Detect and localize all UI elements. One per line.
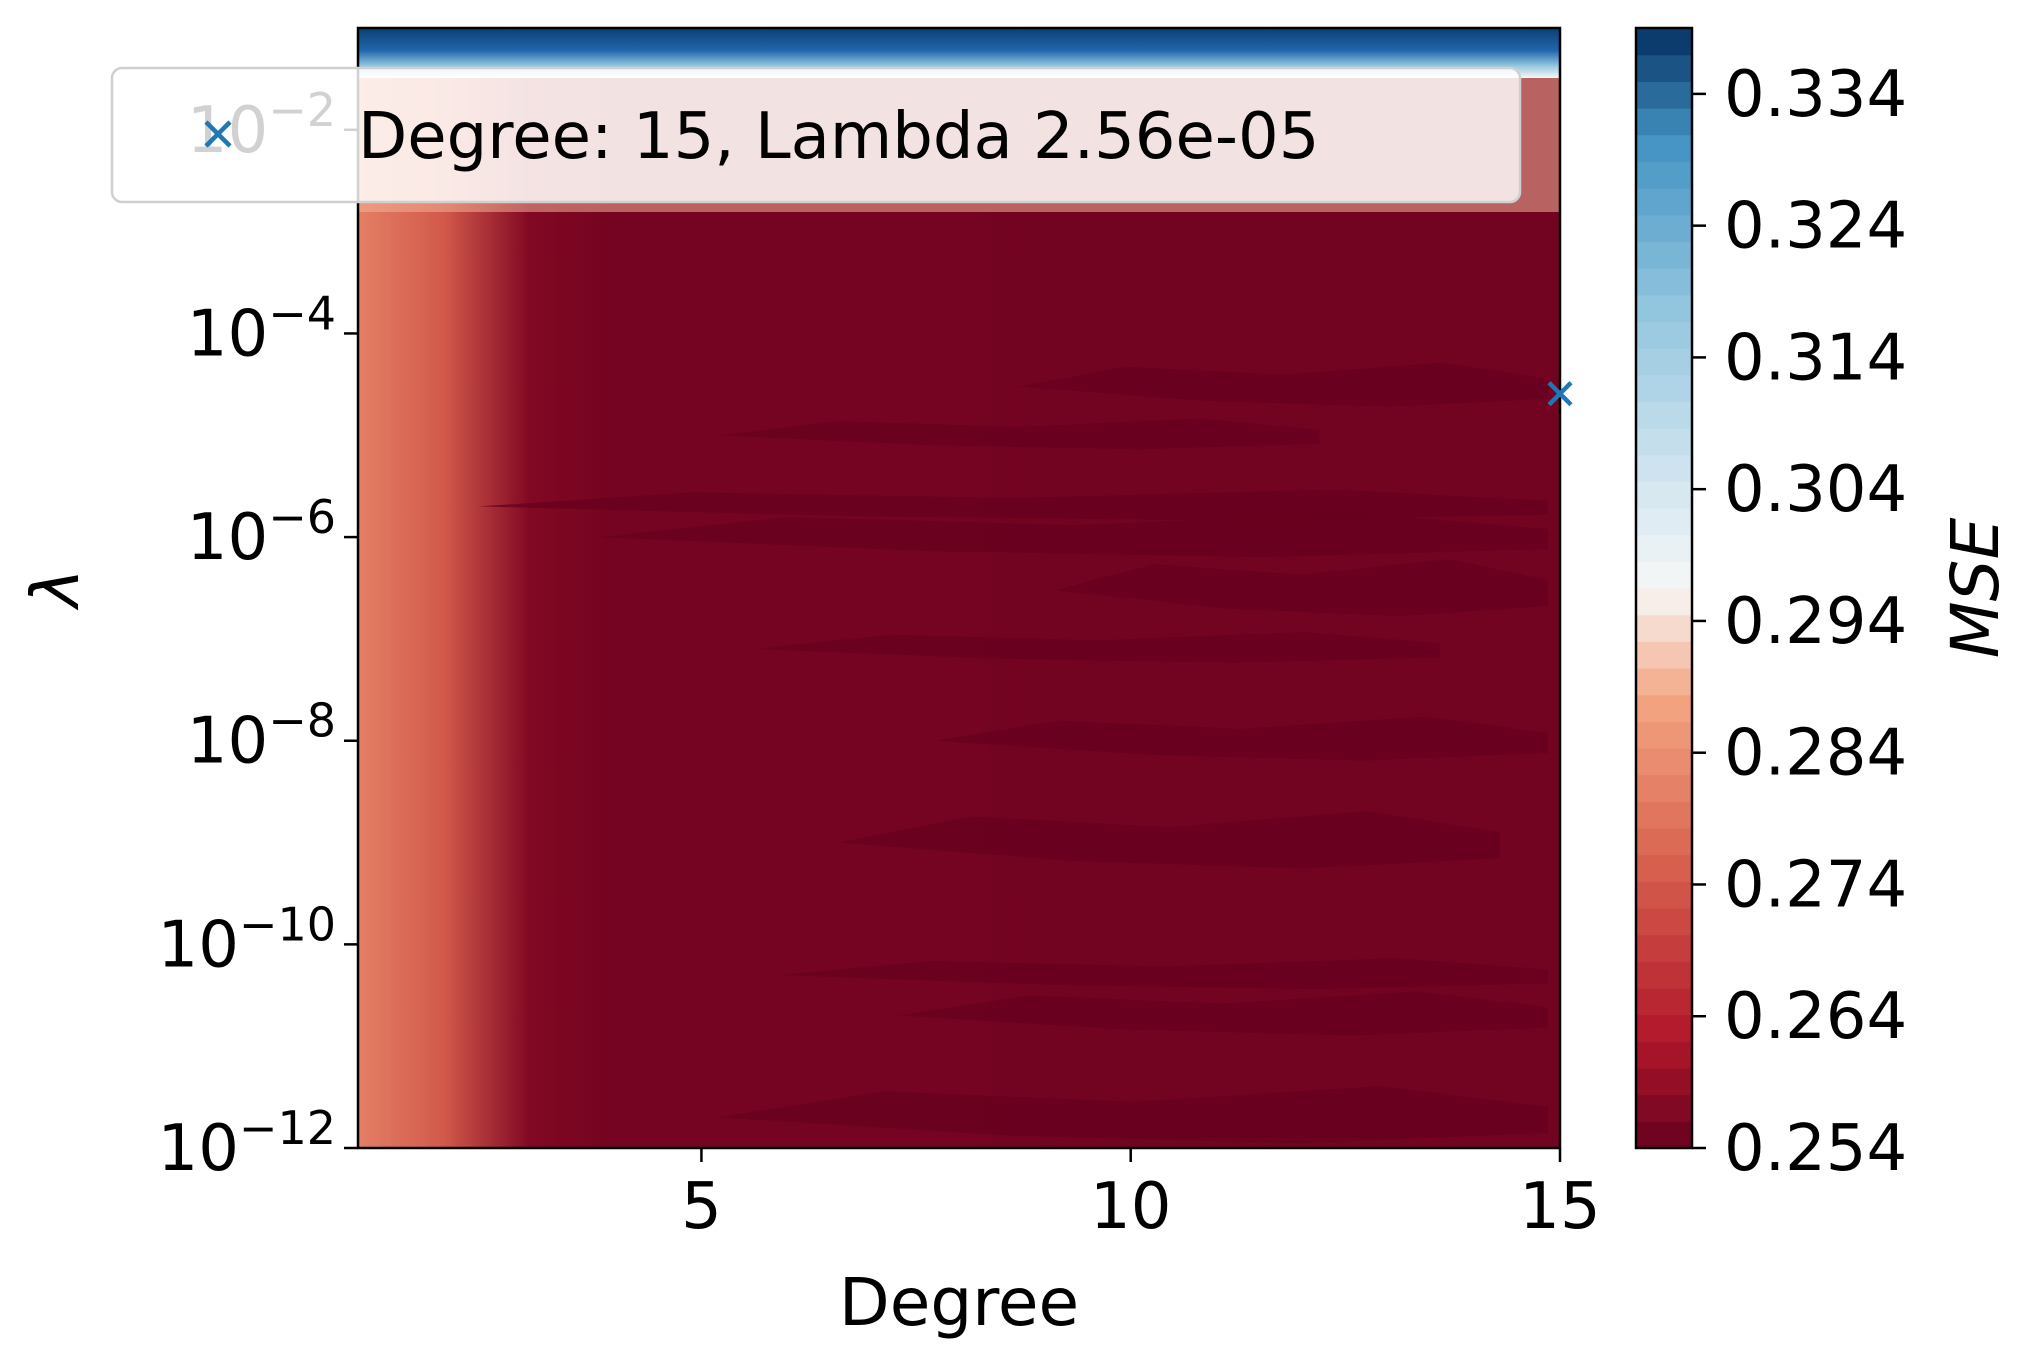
colorbar-band (1636, 721, 1692, 749)
colorbar-band (1636, 534, 1692, 562)
contour-streak (898, 991, 1548, 1036)
colorbar-band (1636, 401, 1692, 429)
y-tick-label: 10−4 (187, 286, 336, 371)
colorbar-band (1636, 348, 1692, 376)
colorbar-band (1636, 668, 1692, 696)
colorbar-band (1636, 801, 1692, 829)
colorbar-band (1636, 481, 1692, 509)
plot-frame (356, 26, 1562, 1150)
colorbar-band (1636, 614, 1692, 642)
contour-streak (838, 811, 1500, 869)
colorbar-band (1636, 134, 1692, 162)
contour-streaks (478, 362, 1549, 1144)
colorbar-band (1636, 294, 1692, 322)
optimum-marker (1547, 381, 1573, 407)
colorbar-label: MSE (1937, 517, 2014, 658)
colorbar-band (1636, 81, 1692, 109)
colorbar-band (1636, 774, 1692, 802)
colorbar-band (1636, 881, 1692, 909)
x-axis: 5 10 15 (681, 1148, 1601, 1244)
contour-streak (718, 418, 1320, 450)
colorbar-band (1636, 748, 1692, 776)
contour-streak (718, 1086, 1548, 1144)
colorbar-tick-label: 0.334 (1724, 58, 1907, 132)
colorbar-band (1636, 508, 1692, 536)
y-axis-label: λ (17, 568, 94, 610)
y-tick-label: 10−6 (187, 490, 336, 575)
colorbar-band (1636, 268, 1692, 296)
legend-label: Degree: 15, Lambda 2.56e-05 (358, 100, 1319, 174)
colorbar-frame (1634, 26, 1694, 1150)
contour-streak (1055, 559, 1548, 617)
colorbar-band (1636, 374, 1692, 402)
colorbar-ticks: 0.334 0.324 0.314 0.304 0.294 0.284 0.274 0.264… (1692, 58, 1907, 1186)
x-tick-label: 15 (1519, 1170, 1600, 1244)
x-tick-label: 10 (1090, 1170, 1171, 1244)
y-tick-label: 10−8 (187, 694, 336, 779)
colorbar-band (1636, 321, 1692, 349)
contour-streak (1019, 362, 1548, 407)
colorbar-band (1636, 828, 1692, 856)
colorbar-band (1636, 161, 1692, 189)
contour-streak (478, 489, 1549, 521)
colorbar-band (1636, 588, 1692, 616)
colorbar-band (1636, 694, 1692, 722)
colorbar-tick-label: 0.274 (1724, 848, 1907, 922)
colorbar-tick-label: 0.314 (1724, 321, 1907, 395)
colorbar-band (1636, 454, 1692, 482)
colorbar-tick-label: 0.304 (1724, 453, 1907, 527)
colorbar-band (1636, 961, 1692, 989)
x-tick-label: 5 (681, 1170, 722, 1244)
legend-box (110, 66, 1522, 204)
colorbar-band (1636, 28, 1692, 56)
colorbar-tick-label: 0.264 (1724, 980, 1907, 1054)
colorbar-tick-label: 0.294 (1724, 585, 1907, 659)
y-tick-label: 10−12 (157, 1101, 336, 1186)
colorbar-band (1636, 241, 1692, 269)
legend-marker-icon (204, 120, 232, 148)
colorbar-tick-label: 0.284 (1724, 717, 1907, 791)
contour-streak (778, 958, 1548, 989)
contour-streak (598, 513, 1548, 558)
colorbar-band (1636, 214, 1692, 242)
x-axis-label: Degree (839, 1264, 1079, 1341)
colorbar-band (1636, 988, 1692, 1016)
colorbar-band (1636, 1014, 1692, 1042)
colorbar-band (1636, 641, 1692, 669)
colorbar-band (1636, 854, 1692, 882)
colorbar-band (1636, 1121, 1692, 1149)
colorbar-band (1636, 188, 1692, 216)
legend: Degree: 15, Lambda 2.56e-05 (110, 66, 1522, 204)
colorbar-band (1636, 934, 1692, 962)
colorbar-band (1636, 428, 1692, 456)
colorbar-bands (1636, 28, 1692, 1149)
colorbar-band (1636, 908, 1692, 936)
contour-streak (754, 632, 1440, 663)
contour-streak (935, 716, 1548, 761)
colorbar-tick-label: 0.254 (1724, 1112, 1907, 1186)
colorbar-tick-label: 0.324 (1724, 190, 1907, 264)
colorbar-band (1636, 108, 1692, 136)
colorbar-band (1636, 1041, 1692, 1069)
colorbar-band (1636, 54, 1692, 82)
colorbar-band (1636, 561, 1692, 589)
colorbar-band (1636, 1094, 1692, 1122)
colorbar-band (1636, 1068, 1692, 1096)
colorbar: 0.334 0.324 0.314 0.304 0.294 0.284 0.274 0.264… (1634, 26, 2014, 1186)
y-tick-label: 10−10 (157, 897, 336, 982)
